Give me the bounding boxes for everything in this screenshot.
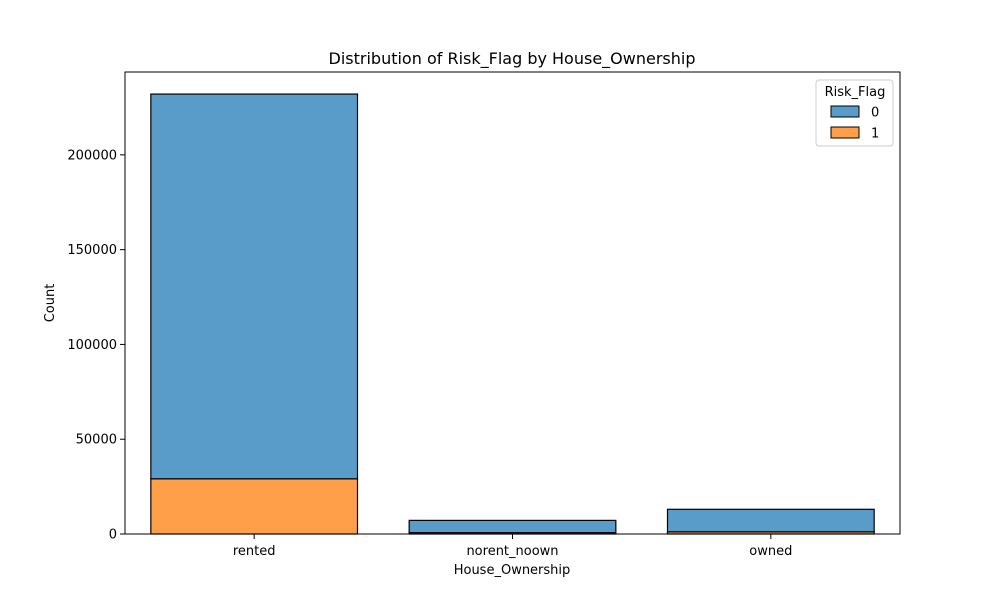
legend-label-1: 1 <box>871 127 879 142</box>
plot-frame <box>124 71 901 535</box>
y-axis-label: Count <box>43 284 58 323</box>
y-tick-label: 150000 <box>67 243 117 258</box>
legend: Risk_Flag 01 <box>815 79 894 147</box>
legend-swatch-1 <box>830 126 860 139</box>
bar-rented-risk-1 <box>150 478 359 535</box>
bar-owned-risk-0 <box>666 508 875 533</box>
x-tick-label: rented <box>233 544 276 559</box>
legend-label-0: 0 <box>871 106 879 121</box>
y-tick-label: 0 <box>109 528 117 543</box>
x-axis: rented norent_noown owned <box>233 534 792 559</box>
x-tick-label: owned <box>749 544 792 559</box>
y-tick-label: 100000 <box>67 338 117 353</box>
bar-norent_noown-risk-0 <box>408 519 617 534</box>
bars <box>150 93 875 535</box>
legend-title: Risk_Flag <box>825 85 886 100</box>
legend-entries: 01 <box>830 105 879 142</box>
y-tick-label: 50000 <box>76 433 117 448</box>
x-axis-label: House_Ownership <box>454 563 571 578</box>
chart-title: Distribution of Risk_Flag by House_Owner… <box>329 49 696 69</box>
x-tick-label: norent_noown <box>466 544 558 559</box>
legend-swatch-0 <box>830 105 860 118</box>
bar-rented-risk-0 <box>150 93 359 480</box>
y-tick-label: 200000 <box>67 148 117 163</box>
y-axis: 0 50000 100000 150000 200000 <box>67 148 125 543</box>
